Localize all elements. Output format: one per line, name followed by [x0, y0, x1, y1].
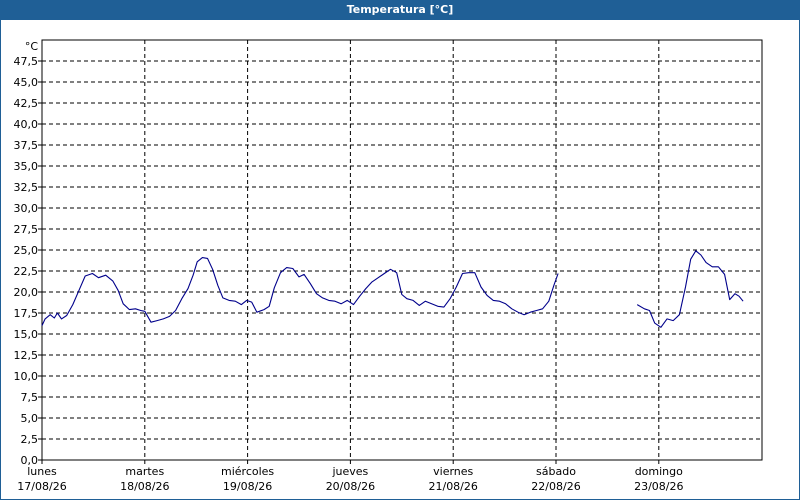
x-tick-date-label: 18/08/26 — [120, 480, 169, 493]
y-tick-label: 27,5 — [14, 223, 39, 236]
x-tick-date-label: 21/08/26 — [428, 480, 477, 493]
y-tick-label: 42,5 — [14, 97, 39, 110]
y-tick-label: 47,5 — [14, 55, 39, 68]
temperature-chart: 0,0 2,5 5,0 7,5 10,0 12,5 15,0 17,5 20,0 22,5 25,0… — [14, 39, 763, 493]
y-tick-label: 25,0 — [14, 244, 39, 257]
y-tick-label: 37,5 — [14, 139, 39, 152]
x-tick-day-label: sábado — [536, 465, 576, 478]
x-tick-day-label: martes — [125, 465, 164, 478]
x-tick-date-label: 19/08/26 — [223, 480, 272, 493]
y-tick-label: 20,0 — [14, 286, 39, 299]
x-tick-date-label: 23/08/26 — [634, 480, 683, 493]
y-tick-label: 7,5 — [21, 391, 39, 404]
temperature-line — [41, 257, 559, 326]
x-tick-day-label: lunes — [27, 465, 57, 478]
plot-border — [41, 39, 763, 461]
x-tick-day-label: jueves — [331, 465, 368, 478]
x-tick-date-label: 20/08/26 — [326, 480, 375, 493]
y-tick-label: 0,0 — [21, 454, 39, 467]
y-tick-label: 17,5 — [14, 307, 39, 320]
temperature-line — [636, 250, 744, 328]
y-tick-label: 5,0 — [21, 412, 39, 425]
y-tick-label: 15,0 — [14, 328, 39, 341]
y-tick-label: 32,5 — [14, 181, 39, 194]
y-unit-label: °C — [25, 40, 39, 53]
y-tick-label: 35,0 — [14, 160, 39, 173]
y-tick-label: 10,0 — [14, 370, 39, 383]
chart-title: Temperatura [°C] — [0, 0, 800, 20]
x-tick-day-label: miércoles — [221, 465, 274, 478]
x-tick-date-label: 22/08/26 — [531, 480, 580, 493]
y-tick-label: 12,5 — [14, 349, 39, 362]
y-tick-label: 40,0 — [14, 118, 39, 131]
x-tick-day-label: viernes — [433, 465, 473, 478]
y-tick-label: 22,5 — [14, 265, 39, 278]
y-tick-label: 2,5 — [21, 433, 39, 446]
y-tick-label: 45,0 — [14, 76, 39, 89]
x-tick-day-label: domingo — [635, 465, 683, 478]
x-tick-date-label: 17/08/26 — [17, 480, 66, 493]
y-tick-label: 30,0 — [14, 202, 39, 215]
chart-frame: 0,0 2,5 5,0 7,5 10,0 12,5 15,0 17,5 20,0 22,5 25,0… — [0, 20, 800, 500]
